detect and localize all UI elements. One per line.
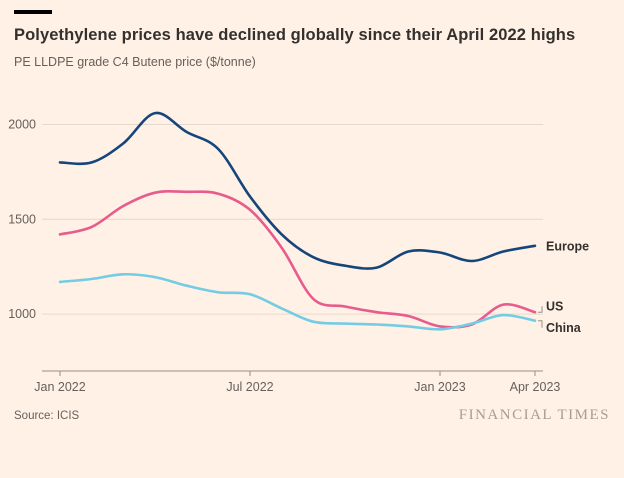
chart-header: Polyethylene prices have declined global… — [0, 0, 624, 69]
x-tick-label: Jan 2023 — [414, 380, 465, 394]
label-connector — [538, 306, 543, 313]
x-tick-label: Jan 2022 — [34, 380, 85, 394]
chart-subtitle: PE LLDPE grade C4 Butene price ($/tonne) — [14, 55, 256, 69]
line-china — [58, 272, 537, 331]
line-chart: 1000 1500 2000 Jan 2022 Jul 2022 Jan 2023 Apr … — [0, 71, 624, 401]
chart-footer: Source: ICIS FINANCIAL TIMES — [0, 401, 624, 424]
series-label-china: China — [546, 321, 582, 335]
series-label-europe: Europe — [546, 239, 589, 253]
y-tick-label: 1500 — [8, 212, 36, 226]
accent-bar — [14, 10, 52, 14]
y-tick-label: 2000 — [8, 117, 36, 131]
label-connector — [538, 320, 543, 328]
ft-logo: FINANCIAL TIMES — [458, 407, 610, 423]
line-europe — [58, 111, 537, 270]
chart-canvas: 1000 1500 2000 Jan 2022 Jul 2022 Jan 2023 Apr … — [8, 111, 589, 394]
series-label-us: US — [546, 300, 563, 314]
x-tick-label: Apr 2023 — [510, 380, 561, 394]
source-label: Source: ICIS — [14, 410, 80, 422]
chart-title: Polyethylene prices have declined global… — [14, 26, 576, 44]
x-tick-label: Jul 2022 — [226, 380, 273, 394]
y-tick-label: 1000 — [8, 307, 36, 321]
